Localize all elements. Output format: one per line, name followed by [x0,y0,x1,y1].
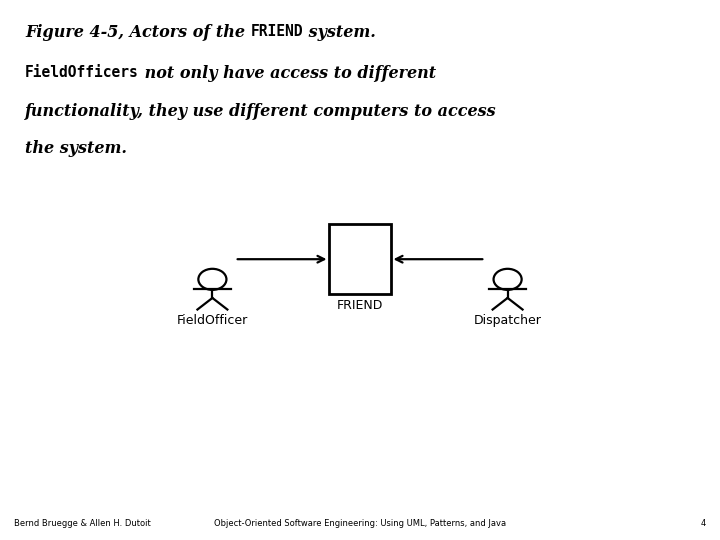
Text: system.: system. [303,24,376,41]
Text: not only have access to different: not only have access to different [139,65,436,82]
Text: FieldOfficer: FieldOfficer [177,314,248,327]
Text: FRIEND: FRIEND [337,299,383,312]
Text: FRIEND: FRIEND [251,24,303,39]
Text: the system.: the system. [25,140,127,157]
Bar [330,224,391,294]
Text: 4: 4 [701,519,706,528]
Text: Object-Oriented Software Engineering: Using UML, Patterns, and Java: Object-Oriented Software Engineering: Us… [214,519,506,528]
Text: Figure 4-5, Actors of the: Figure 4-5, Actors of the [25,24,251,41]
Text: Bernd Bruegge & Allen H. Dutoit: Bernd Bruegge & Allen H. Dutoit [14,519,151,528]
Text: FieldOfficers: FieldOfficers [25,65,139,80]
Text: functionality, they use different computers to access: functionality, they use different comput… [25,103,497,119]
Text: Dispatcher: Dispatcher [474,314,541,327]
